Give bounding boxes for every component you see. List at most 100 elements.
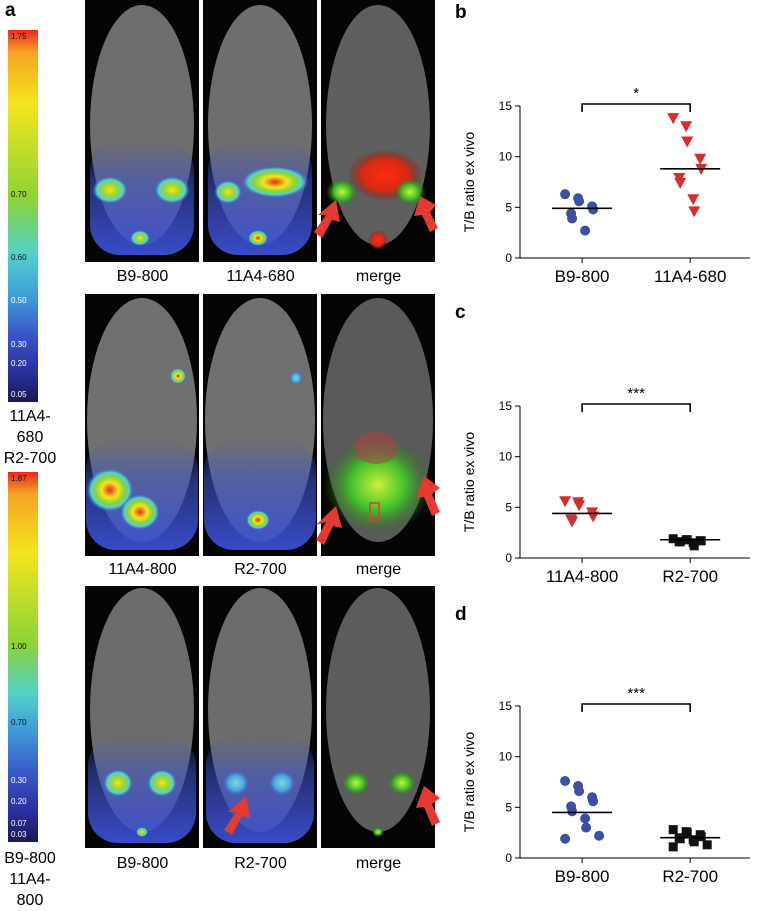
image-label: 11A4-680 xyxy=(226,268,295,285)
y-tick-label: 10 xyxy=(499,750,513,764)
arrow-icon xyxy=(224,796,250,835)
fluorescence-image-grid xyxy=(85,0,440,848)
data-point xyxy=(696,536,706,546)
data-point xyxy=(689,541,699,551)
colorbar-bottom: 1.87 1.00 0.70 0.30 0.20 0.07 0.03 xyxy=(8,472,38,842)
panel-letter-d: d xyxy=(455,604,467,625)
colorbar-top-caption: 11A4-680 R2-700 xyxy=(0,406,60,469)
y-tick-label: 15 xyxy=(499,399,513,413)
colorbar-top-tick: 0.05 xyxy=(11,390,27,399)
y-axis-label: T/B ratio ex vivo xyxy=(461,732,477,833)
data-point xyxy=(581,822,592,833)
y-tick-label: 0 xyxy=(505,251,512,265)
scatter-chart-b: 0 5 10 15 T/B ratio ex vivo B9-800 11A4-680 * xyxy=(461,85,750,286)
colorbar-top-caption-line: 11A4-680 xyxy=(9,408,51,446)
data-point xyxy=(573,500,586,512)
image-row-1 xyxy=(85,0,438,262)
image-merge-row1 xyxy=(314,0,438,262)
colorbar-bottom-tick: 0.30 xyxy=(11,776,27,785)
image-r2-700-row2 xyxy=(203,294,317,556)
y-axis-label: T/B ratio ex vivo xyxy=(461,432,477,533)
image-label: merge xyxy=(355,561,402,578)
x-tick-label: R2-700 xyxy=(662,567,718,586)
data-point xyxy=(681,136,694,148)
panel-letter-b: b xyxy=(455,2,467,23)
image-row-3 xyxy=(85,586,440,848)
data-point xyxy=(574,786,585,797)
data-point xyxy=(559,496,572,508)
x-tick-label: R2-700 xyxy=(662,867,718,886)
data-point xyxy=(580,225,591,236)
significance-bracket xyxy=(581,103,691,112)
data-point xyxy=(567,806,578,817)
data-point xyxy=(687,194,700,206)
data-point xyxy=(566,516,579,528)
scatter-chart-c: 0 5 10 15 T/B ratio ex vivo 11A4-800 R2-700 *** xyxy=(461,385,750,586)
image-11a4-680-row1 xyxy=(203,0,317,262)
data-point xyxy=(688,206,701,218)
y-tick-label: 15 xyxy=(499,99,513,113)
data-point xyxy=(696,832,706,842)
image-label: R2-700 xyxy=(234,855,287,872)
y-tick-label: 15 xyxy=(499,699,513,713)
data-point xyxy=(588,796,599,807)
colorbar-top-tick: 1.75 xyxy=(11,32,27,41)
colorbar-top-tick: 0.20 xyxy=(11,359,27,368)
data-point xyxy=(560,833,571,844)
data-point xyxy=(588,204,599,215)
panel-letter-a: a xyxy=(5,0,16,21)
data-point xyxy=(675,537,685,547)
data-point xyxy=(567,213,578,224)
colorbar-bottom-tick: 1.00 xyxy=(11,642,27,651)
significance-label: *** xyxy=(627,685,645,702)
data-point xyxy=(668,842,678,852)
colorbar-top-gradient xyxy=(8,30,38,402)
significance-label: *** xyxy=(627,385,645,402)
data-point xyxy=(694,153,707,165)
colorbar-bottom-tick: 0.03 xyxy=(11,830,27,839)
data-point xyxy=(682,828,692,838)
colorbar-bottom-tick: 1.87 xyxy=(11,474,27,483)
data-point xyxy=(594,830,605,841)
data-point xyxy=(580,813,591,824)
data-point xyxy=(667,113,680,125)
x-tick-label: 11A4-800 xyxy=(546,567,618,586)
data-point xyxy=(560,775,571,786)
y-tick-label: 10 xyxy=(499,450,513,464)
image-merge-row2 xyxy=(316,294,440,556)
image-label: merge xyxy=(355,268,402,285)
image-label: B9-800 xyxy=(116,855,169,872)
significance-bracket xyxy=(581,703,691,712)
image-label: R2-700 xyxy=(234,561,287,578)
colorbar-bottom-gradient xyxy=(8,472,38,842)
colorbar-top-tick: 0.30 xyxy=(11,340,27,349)
data-point xyxy=(668,825,678,835)
data-point xyxy=(560,189,571,200)
significance-label: * xyxy=(633,85,639,102)
data-point xyxy=(689,837,699,847)
data-point xyxy=(574,196,585,207)
colorbar-top: 1.75 0.70 0.60 0.50 0.30 0.20 0.05 xyxy=(8,30,38,402)
data-point xyxy=(680,121,693,133)
colorbar-bottom-tick: 0.07 xyxy=(11,819,27,828)
x-tick-label: B9-800 xyxy=(555,267,610,286)
colorbar-bottom-tick: 0.20 xyxy=(11,797,27,806)
y-tick-label: 5 xyxy=(505,200,512,214)
image-label: 11A4-800 xyxy=(108,561,177,578)
x-tick-label: 11A4-680 xyxy=(654,267,726,286)
y-tick-label: 10 xyxy=(499,150,513,164)
arrow-icon xyxy=(414,196,438,232)
image-merge-row3 xyxy=(321,586,440,848)
scatter-chart-d: 0 5 10 15 T/B ratio ex vivo B9-800 R2-700 *** xyxy=(461,685,750,886)
image-b9-800-row1 xyxy=(85,0,199,262)
arrow-icon xyxy=(316,506,342,545)
x-tick-label: B9-800 xyxy=(555,867,610,886)
y-tick-label: 5 xyxy=(505,500,512,514)
data-point xyxy=(702,840,712,850)
image-label: B9-800 xyxy=(116,268,169,285)
colorbar-top-tick: 0.50 xyxy=(11,296,27,305)
image-row-2 xyxy=(85,294,440,556)
colorbar-bottom-tick: 0.70 xyxy=(11,718,27,727)
colorbar-bottom-caption-line: B9-800 xyxy=(4,850,56,867)
arrow-icon xyxy=(314,200,340,238)
